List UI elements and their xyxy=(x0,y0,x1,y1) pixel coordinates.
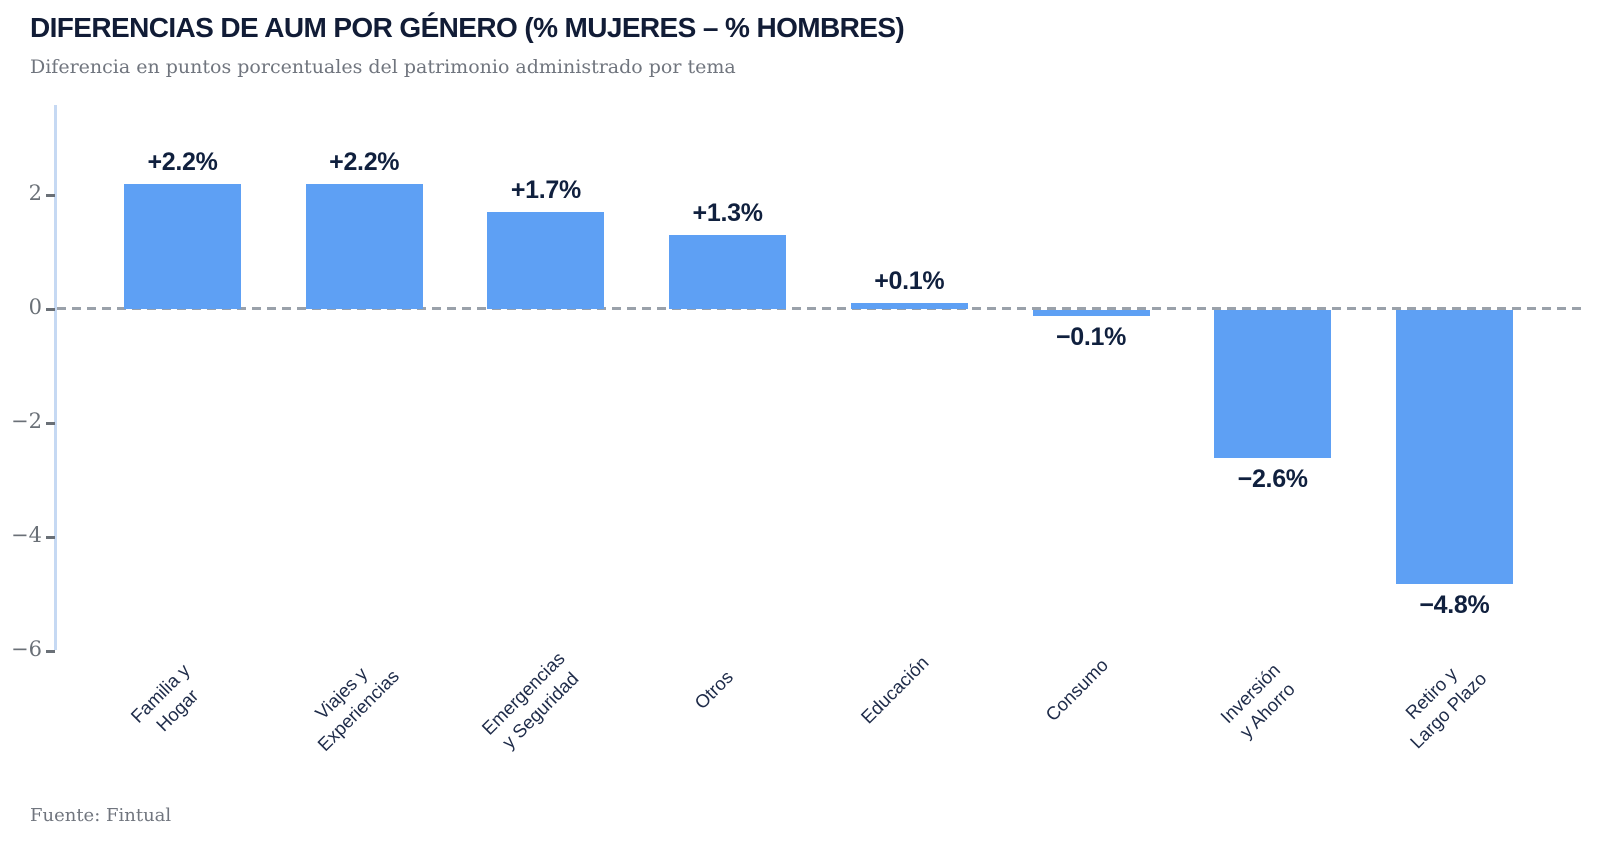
y-tick-mark xyxy=(46,650,55,653)
bar xyxy=(1032,310,1150,316)
bar xyxy=(669,235,787,309)
bar-value-label: +1.3% xyxy=(692,199,763,227)
bar xyxy=(487,212,605,309)
y-tick-label: −4 xyxy=(11,523,42,547)
bar-value-label: +2.2% xyxy=(147,148,218,176)
bar-value-label: −2.6% xyxy=(1237,465,1308,493)
category-label: Educación xyxy=(856,651,933,728)
source-note: Fuente: Fintual xyxy=(30,805,172,826)
chart-subtitle: Diferencia en puntos porcentuales del pa… xyxy=(30,56,736,78)
category-label: Consumo xyxy=(1041,654,1113,726)
bar-value-label: −4.8% xyxy=(1419,591,1490,619)
category-label: Otros xyxy=(689,666,737,714)
chart-title: DIFERENCIAS DE AUM POR GÉNERO (% MUJERES… xyxy=(30,12,905,43)
y-tick-mark xyxy=(46,194,55,197)
y-tick-label: 2 xyxy=(28,181,42,205)
bar-value-label: −0.1% xyxy=(1055,323,1127,351)
category-label: Viajes y Experiencias xyxy=(311,662,404,756)
bar xyxy=(305,184,423,309)
category-label: Familia y Hogar xyxy=(126,659,202,736)
y-axis-line xyxy=(54,105,57,650)
bar xyxy=(1214,310,1332,458)
y-tick-label: −6 xyxy=(11,637,42,661)
y-tick-mark xyxy=(46,422,55,425)
category-label: Inversión y Ahorro xyxy=(1215,659,1299,742)
bar-value-label: +1.7% xyxy=(510,176,581,204)
category-label: Emergencias y Seguridad xyxy=(477,647,583,753)
bar-value-label: +2.2% xyxy=(329,148,400,176)
y-tick-label: −2 xyxy=(11,409,42,433)
y-tick-label: 0 xyxy=(28,295,42,319)
bar xyxy=(1395,310,1513,584)
zero-baseline-dashed xyxy=(57,307,1586,310)
bar xyxy=(124,184,241,309)
bar-value-label: +0.1% xyxy=(874,267,945,295)
category-label: Retiro y Largo Plazo xyxy=(1401,663,1491,753)
y-tick-mark xyxy=(46,536,55,539)
bar xyxy=(850,303,968,309)
y-tick-mark xyxy=(46,308,55,311)
